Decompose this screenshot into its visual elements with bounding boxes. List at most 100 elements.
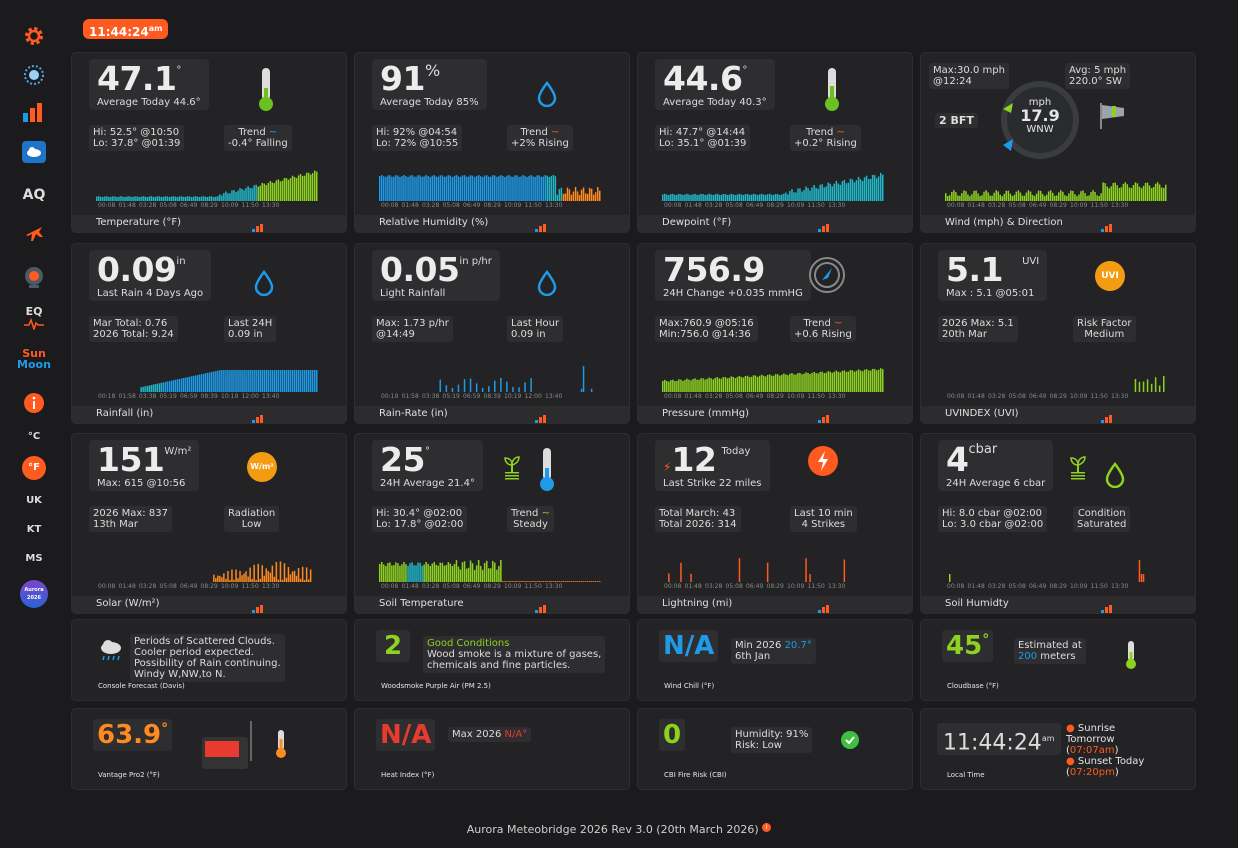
chart-icon[interactable]: [252, 410, 264, 423]
humidity-card[interactable]: 91% Average Today 85% Hi: 92% @04:54 Lo: 7…: [354, 52, 630, 233]
solar-card[interactable]: 151W/m² Max: 615 @10:56 W/m² 2026 Max: 83…: [71, 433, 347, 614]
chart-bar: [975, 190, 977, 201]
chart-bar: [576, 581, 579, 582]
chart-bar: [845, 183, 848, 201]
airplane-icon[interactable]: [14, 223, 54, 248]
uk-units-toggle[interactable]: UK: [26, 495, 42, 506]
fahrenheit-toggle[interactable]: °F: [14, 456, 54, 480]
chart-bar: [1148, 185, 1151, 201]
chart-bar: [213, 574, 215, 582]
chart-bar: [738, 193, 741, 201]
chart-bar: [1088, 195, 1090, 201]
chart-bar: [979, 196, 981, 201]
chart-icon[interactable]: [252, 219, 264, 232]
chart-bar: [1084, 193, 1086, 201]
chart-icon[interactable]: [818, 600, 830, 613]
wind-chill-card[interactable]: N/A Min 2026 20.7° 6th Jan Wind Chill (°F…: [637, 619, 913, 701]
rainfall-card[interactable]: 0.09in Last Rain 4 Days Ago Mar Total: 0.…: [71, 243, 347, 424]
rain-rate-card[interactable]: 0.05in p/hr Light Rainfall Max: 1.73 p/hr…: [354, 243, 630, 424]
soil-humidity-card[interactable]: 4cbar 24H Average 6 cbar Hi: 8.0 cbar @02…: [920, 433, 1196, 614]
chart-bar: [588, 581, 591, 582]
chart-bar: [166, 381, 169, 392]
pressure-axis: 00:08 01:48 03:28 05:08 06:49 08:29 10:09 11:50…: [664, 393, 846, 400]
chart-bar: [1104, 183, 1106, 201]
chart-bar: [963, 190, 965, 201]
chart-bar: [243, 190, 245, 201]
aurora-badge[interactable]: Aurora 2026: [14, 580, 54, 608]
earthquake-link[interactable]: EQ: [14, 305, 54, 330]
chart-bar: [724, 377, 727, 392]
cloud-icon[interactable]: [14, 141, 54, 166]
chart-icon[interactable]: [252, 600, 264, 613]
vantage-card[interactable]: 63.9° Vantage Pro2 (°F): [71, 708, 347, 790]
sun-icon[interactable]: [14, 63, 54, 90]
chart-bar: [437, 565, 439, 582]
info-icon[interactable]: i: [762, 823, 772, 832]
woodsmoke-card[interactable]: 2 Good Conditions Wood smoke is a mixture…: [354, 619, 630, 701]
chart-icon[interactable]: [14, 102, 54, 125]
chart-bar: [696, 379, 698, 392]
chart-bar: [441, 562, 444, 582]
chart-bar: [445, 564, 448, 582]
heat-index-card[interactable]: N/A Max 2026 N/A° Heat Index (°F): [354, 708, 630, 790]
dewpoint-card[interactable]: 44.6° Average Today 40.3° Hi: 47.7° @14:4…: [637, 52, 913, 233]
knots-toggle[interactable]: KT: [26, 524, 42, 535]
ms-toggle[interactable]: MS: [25, 553, 43, 564]
chart-bar: [449, 175, 452, 201]
chart-bar: [734, 195, 737, 201]
chart-bar: [122, 196, 124, 201]
chart-icon[interactable]: [535, 410, 547, 423]
lightning-last10: Last 10 min 4 Strikes: [790, 506, 857, 532]
chart-bar: [219, 370, 221, 392]
celsius-toggle[interactable]: °C: [27, 431, 41, 442]
chart-icon[interactable]: [818, 410, 830, 423]
chart-bar: [1074, 194, 1076, 201]
cloudbase-card[interactable]: 45° Estimated at 200 meters Cloudbase (°F…: [920, 619, 1196, 701]
sprout-icon: [1070, 456, 1086, 480]
chart-bar: [576, 191, 579, 201]
webcam-icon[interactable]: [14, 265, 54, 292]
chart-bar: [475, 383, 478, 392]
chart-icon[interactable]: [535, 600, 547, 613]
chart-bar: [710, 378, 712, 392]
chart-bar: [564, 581, 567, 582]
uv-card[interactable]: 5.1 UVI Max : 5.1 @05:01 UVI 2026 Max: 5.…: [920, 243, 1196, 424]
air-quality-link[interactable]: AQ: [22, 187, 46, 203]
chart-bar: [154, 384, 156, 392]
soil-temp-chart: [379, 560, 601, 582]
soil-temp-card[interactable]: 25° 24H Average 21.4° Hi: 30.4° @02:00 Lo:…: [354, 433, 630, 614]
chart-icon[interactable]: [535, 219, 547, 232]
wind-beaufort: 2 BFT: [935, 113, 978, 128]
local-time-card[interactable]: 11:44:24am ● Sunrise Tomorrow (07:07am) …: [920, 708, 1196, 790]
pressure-card[interactable]: 756.9 24H Change +0.035 mmHG Max:760.9 @0…: [637, 243, 913, 424]
chart-bar: [835, 180, 838, 201]
fire-risk-card[interactable]: 0 Humidity: 91% Risk: Low CBI Fire Risk (…: [637, 708, 913, 790]
chart-bar: [726, 378, 729, 392]
chart-bar: [261, 370, 263, 392]
chart-bar: [1078, 194, 1080, 201]
chart-icon[interactable]: [1101, 410, 1113, 423]
chart-icon[interactable]: [1101, 600, 1113, 613]
chart-bar: [801, 191, 803, 201]
chart-icon[interactable]: [1101, 219, 1113, 232]
chart-bar: [560, 187, 563, 201]
chart-bar: [528, 175, 530, 201]
chart-bar: [291, 175, 294, 201]
humidity-trend: Trend ~ +2% Rising: [507, 125, 573, 151]
droplet-icon: [1105, 461, 1125, 492]
rain-rate-last-hour: Last Hour 0.09 in: [507, 316, 564, 342]
temperature-card[interactable]: 47.1° Average Today 44.6° Hi: 52.5° @10:5…: [71, 52, 347, 233]
chart-bar: [877, 369, 880, 392]
forecast-card[interactable]: Periods of Scattered Clouds. Cooler perio…: [71, 619, 347, 701]
woodsmoke-label: Woodsmoke Purple Air (PM 2.5): [381, 682, 491, 690]
humidity-chart: [379, 175, 601, 201]
rainfall-last24: Last 24H 0.09 in: [224, 316, 277, 342]
temperature-chart: [96, 170, 318, 201]
sun-moon-link[interactable]: Sun Moon: [17, 347, 51, 371]
lightning-card[interactable]: ⚡12 Today Last Strike 22 miles Total Marc…: [637, 433, 913, 614]
info-icon[interactable]: [14, 392, 54, 417]
gear-icon[interactable]: [14, 24, 54, 51]
chart-bar: [544, 175, 546, 201]
chart-icon[interactable]: [818, 219, 830, 232]
wind-card[interactable]: Max:30.0 mph @12:24 Avg: 5 mph 220.0° SW 2…: [920, 52, 1196, 233]
